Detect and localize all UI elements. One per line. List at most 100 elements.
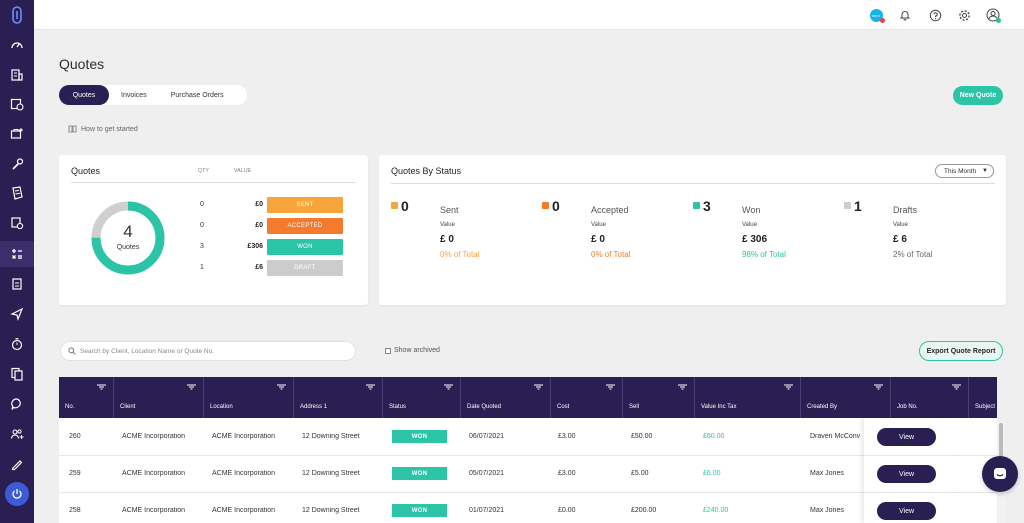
sent-value: £0 (255, 201, 263, 208)
calendar-clock-icon[interactable] (0, 91, 34, 117)
draft-badge: DRAFT (267, 260, 343, 276)
col-address[interactable]: Address 1 (294, 377, 383, 418)
bell-icon[interactable] (897, 7, 913, 23)
filter-icon[interactable] (534, 384, 543, 390)
building-icon[interactable] (0, 62, 34, 88)
pen-icon[interactable] (0, 451, 34, 477)
search-input[interactable]: Search by Client, Location Name or Quote… (60, 341, 356, 361)
help-icon[interactable] (927, 7, 943, 23)
status-badge: WON (392, 504, 447, 517)
value-header: VALUE (234, 168, 252, 174)
xero-status-dot (879, 17, 885, 23)
col-client[interactable]: Client (114, 377, 204, 418)
filter-icon[interactable] (97, 384, 106, 390)
col-job-no[interactable]: Job No. (891, 377, 969, 418)
gear-icon[interactable] (956, 7, 972, 23)
cell-cost: £3.00 (558, 433, 576, 440)
drafts-amount: £ 6 (893, 234, 907, 245)
calculator-icon[interactable] (0, 241, 34, 267)
clipboard-icon[interactable] (0, 271, 34, 297)
table-row[interactable]: 259 ACME Incorporation ACME Incorporatio… (59, 456, 997, 493)
filter-icon[interactable] (366, 384, 375, 390)
show-archived-toggle[interactable]: Show archived (385, 347, 440, 354)
users-icon[interactable] (0, 421, 34, 447)
cell-date: 06/07/2021 (469, 433, 505, 440)
accepted-qty: 0 (200, 222, 204, 229)
send-icon[interactable] (0, 301, 34, 327)
briefcase-plus-icon[interactable] (0, 121, 34, 147)
receipt-icon[interactable] (0, 180, 34, 206)
view-button[interactable]: View (877, 502, 936, 520)
tab-quotes[interactable]: Quotes (59, 85, 109, 105)
filter-icon[interactable] (952, 384, 961, 390)
quotes-table: No. Client Location Address 1 Status Dat… (59, 377, 997, 523)
col-date-quoted[interactable]: Date Quoted (461, 377, 551, 418)
stopwatch-icon[interactable] (0, 331, 34, 357)
drafts-count: 1 (854, 198, 862, 214)
status-row-draft: 1 £6 DRAFT (200, 260, 345, 276)
col-cost[interactable]: Cost (551, 377, 623, 418)
cell-client: ACME Incorporation (122, 470, 186, 477)
table-row[interactable]: 260 ACME Incorporation ACME Incorporatio… (59, 419, 997, 456)
stat-sent: 0 Sent Value £ 0 0% of Total (379, 198, 529, 298)
export-quote-report-button[interactable]: Export Quote Report (919, 341, 1003, 361)
col-created-by[interactable]: Created By (801, 377, 891, 418)
status-row-accepted: 0 £0 ACCEPTED (200, 218, 345, 234)
xero-icon[interactable]: xero (868, 7, 885, 23)
filter-icon[interactable] (606, 384, 615, 390)
tab-invoices[interactable]: Invoices (121, 91, 147, 99)
how-to-link[interactable]: How to get started (68, 125, 138, 133)
table-row[interactable]: 258 ACME Incorporation ACME Incorporatio… (59, 493, 997, 523)
filter-icon[interactable] (277, 384, 286, 390)
chat-support-button[interactable] (982, 456, 1018, 492)
filter-icon[interactable] (784, 384, 793, 390)
col-label: Job No. (897, 404, 918, 410)
filter-icon[interactable] (678, 384, 687, 390)
cell-cost: £3.00 (558, 470, 576, 477)
quotes-card-title: Quotes (71, 166, 101, 176)
search-placeholder: Search by Client, Location Name or Quote… (80, 347, 215, 355)
page-title: Quotes (59, 56, 105, 72)
sent-name: Sent (440, 205, 459, 215)
col-label: Sell (629, 404, 640, 410)
view-button[interactable]: View (877, 465, 936, 483)
power-icon[interactable] (5, 482, 29, 506)
tab-bar: Quotes Invoices Purchase Orders (59, 85, 247, 105)
show-archived-label: Show archived (394, 347, 440, 354)
filter-icon[interactable] (187, 384, 196, 390)
tab-purchase-orders[interactable]: Purchase Orders (170, 91, 224, 99)
logo-icon[interactable] (7, 4, 27, 26)
show-archived-checkbox[interactable] (385, 347, 391, 354)
col-subject[interactable]: Subject (969, 377, 997, 418)
top-bar: xero (34, 0, 1024, 30)
col-location[interactable]: Location (204, 377, 294, 418)
dashboard-icon[interactable] (0, 32, 34, 58)
won-value-label: Value (742, 222, 757, 228)
period-select[interactable]: This Month ▼ (935, 164, 994, 178)
col-sell[interactable]: Sell (623, 377, 695, 418)
table-header: No. Client Location Address 1 Status Dat… (59, 377, 997, 418)
documents-icon[interactable] (0, 361, 34, 387)
chat-icon[interactable] (0, 391, 34, 417)
accepted-value: £0 (255, 222, 263, 229)
cell-sell: £50.00 (631, 433, 653, 440)
won-name: Won (742, 205, 761, 215)
drafts-name: Drafts (893, 205, 918, 215)
tasks-icon[interactable] (0, 210, 34, 236)
xero-label: xero (872, 12, 880, 18)
wrench-icon[interactable] (0, 151, 34, 177)
total-quotes-label: Quotes (116, 244, 140, 251)
status-badge: WON (392, 467, 447, 480)
new-quote-button[interactable]: New Quote (953, 86, 1003, 105)
filter-icon[interactable] (444, 384, 453, 390)
scrollbar-thumb[interactable] (999, 423, 1003, 487)
user-icon[interactable] (985, 7, 1001, 23)
col-status[interactable]: Status (383, 377, 461, 418)
col-label: Client (120, 404, 136, 410)
filter-icon[interactable] (874, 384, 883, 390)
sent-badge: SENT (267, 197, 343, 213)
col-value-inc-tax[interactable]: Value Inc Tax (695, 377, 801, 418)
won-qty: 3 (200, 243, 204, 250)
view-button[interactable]: View (877, 428, 936, 446)
col-no[interactable]: No. (59, 377, 114, 418)
